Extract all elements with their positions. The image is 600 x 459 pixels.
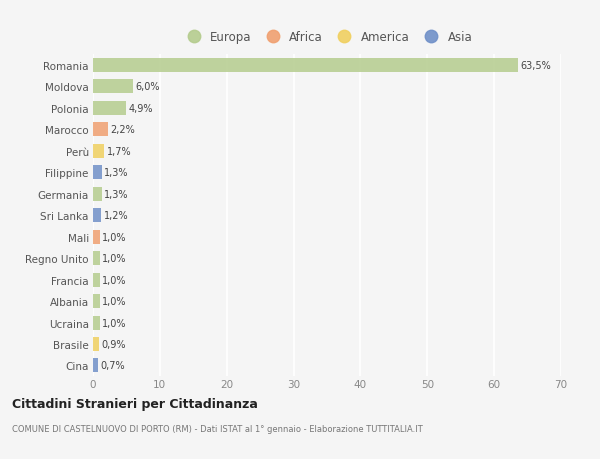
Bar	[93, 145, 104, 158]
Bar	[93, 252, 100, 265]
Text: 1,0%: 1,0%	[103, 232, 127, 242]
Text: 1,3%: 1,3%	[104, 189, 129, 199]
Text: 1,0%: 1,0%	[103, 253, 127, 263]
Bar	[93, 230, 100, 244]
Bar	[93, 273, 100, 287]
Text: 2,2%: 2,2%	[110, 125, 135, 135]
Legend: Europa, Africa, America, Asia: Europa, Africa, America, Asia	[179, 29, 475, 46]
Text: Cittadini Stranieri per Cittadinanza: Cittadini Stranieri per Cittadinanza	[12, 397, 258, 410]
Text: COMUNE DI CASTELNUOVO DI PORTO (RM) - Dati ISTAT al 1° gennaio - Elaborazione TU: COMUNE DI CASTELNUOVO DI PORTO (RM) - Da…	[12, 425, 423, 434]
Bar	[93, 295, 100, 308]
Bar	[93, 59, 518, 73]
Bar	[93, 80, 133, 94]
Bar	[93, 166, 101, 180]
Bar	[93, 316, 100, 330]
Text: 63,5%: 63,5%	[520, 61, 551, 71]
Bar	[93, 359, 98, 373]
Text: 0,7%: 0,7%	[100, 361, 125, 371]
Text: 4,9%: 4,9%	[128, 104, 153, 114]
Bar	[93, 123, 108, 137]
Bar	[93, 209, 101, 223]
Text: 1,0%: 1,0%	[103, 297, 127, 307]
Text: 1,7%: 1,7%	[107, 146, 131, 157]
Text: 1,3%: 1,3%	[104, 168, 129, 178]
Text: 1,0%: 1,0%	[103, 318, 127, 328]
Text: 6,0%: 6,0%	[136, 82, 160, 92]
Text: 0,9%: 0,9%	[101, 339, 126, 349]
Bar	[93, 337, 99, 351]
Text: 1,2%: 1,2%	[104, 211, 128, 221]
Text: 1,0%: 1,0%	[103, 275, 127, 285]
Bar	[93, 187, 101, 202]
Bar	[93, 102, 126, 116]
